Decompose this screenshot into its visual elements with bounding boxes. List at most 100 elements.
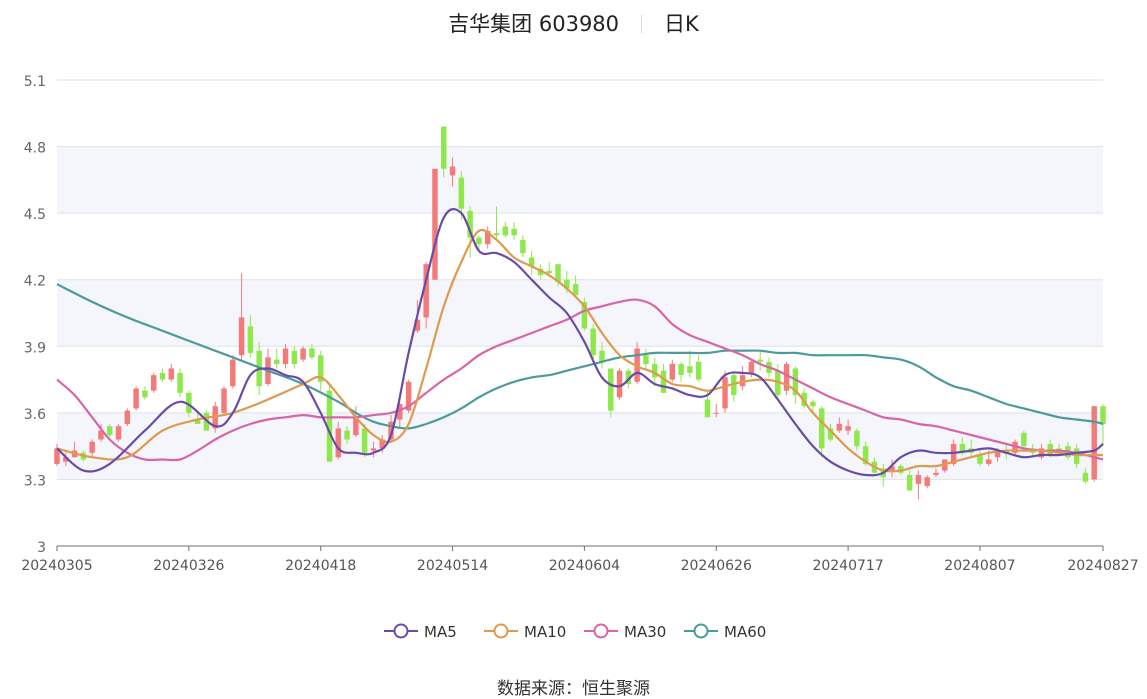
- candle-body: [274, 359, 280, 365]
- candle-body: [546, 270, 552, 274]
- legend-item-ma60[interactable]: MA60: [684, 623, 766, 641]
- stock-name-code: 吉华集团 603980: [448, 12, 620, 36]
- candle-body: [616, 370, 623, 398]
- y-tick-label: 3.3: [24, 473, 46, 489]
- legend-item-ma5[interactable]: MA5: [384, 623, 457, 641]
- candle-body: [397, 403, 403, 420]
- candle-body: [1047, 443, 1053, 456]
- chart-title: 吉华集团 603980 日K: [0, 8, 1147, 38]
- candle-body: [142, 390, 148, 398]
- grid-band: [57, 412, 1103, 480]
- candle-body: [977, 455, 983, 464]
- candle-body: [168, 368, 174, 380]
- candle-body: [1100, 406, 1106, 424]
- candle-body: [599, 350, 605, 362]
- candle-body: [1082, 472, 1089, 482]
- candle-body: [441, 126, 447, 169]
- candle-body: [282, 348, 289, 365]
- y-axis: 3 3.3 3.6 3.9 4.2 4.5 4.8 5.1: [24, 74, 46, 556]
- candle-body: [678, 364, 684, 376]
- x-tick-label: 20240717: [812, 558, 883, 574]
- candle-body: [555, 264, 561, 282]
- candle-body: [1091, 406, 1097, 480]
- candle-body: [317, 355, 324, 382]
- candle-body: [300, 348, 306, 360]
- candle-body: [326, 390, 333, 462]
- candle-body: [722, 377, 728, 409]
- candle-body: [564, 279, 570, 289]
- y-tick-label: 4.2: [24, 274, 46, 290]
- legend-item-ma30[interactable]: MA30: [584, 623, 666, 641]
- candle-body: [1021, 432, 1027, 447]
- x-tick-label: 20240827: [1067, 558, 1138, 574]
- ma-line-ma30: [56, 298, 1104, 462]
- candle-body: [361, 428, 368, 453]
- x-tick-label: 20240514: [417, 558, 488, 574]
- candle-body: [1038, 448, 1045, 458]
- candle-body: [651, 364, 658, 378]
- candle-body: [625, 370, 632, 385]
- candle-body: [309, 348, 315, 358]
- moving-averages: [56, 208, 1104, 477]
- candle-body: [344, 430, 350, 440]
- candle-body: [581, 301, 588, 329]
- candle-body: [959, 443, 966, 453]
- x-tick-label: 20240807: [944, 558, 1015, 574]
- x-tick-label: 20240626: [681, 558, 752, 574]
- candle-body: [230, 359, 236, 387]
- candle-body: [177, 372, 183, 393]
- legend-marker: [693, 623, 709, 639]
- candle-body: [458, 177, 465, 209]
- candle-body: [388, 421, 394, 440]
- y-tick-label: 3.6: [24, 407, 46, 423]
- candle-body: [502, 226, 509, 236]
- x-axis: 20240305 20240326 20240418 20240514 20240604…: [21, 545, 1139, 574]
- candle-body: [731, 375, 737, 396]
- legend-marker: [493, 623, 509, 639]
- legend-label: MA60: [724, 623, 766, 641]
- candle-body: [1073, 448, 1080, 464]
- candle-body: [449, 166, 456, 176]
- candle-body: [994, 450, 1001, 458]
- candle-body: [783, 364, 790, 391]
- candle-body: [89, 441, 95, 453]
- candle-body: [986, 459, 992, 464]
- x-tick-label: 20240305: [21, 558, 92, 574]
- period-label[interactable]: 日K: [664, 12, 699, 36]
- legend-label: MA5: [424, 623, 457, 641]
- candle-body: [924, 477, 930, 487]
- candle-body: [159, 372, 166, 380]
- legend-item-ma10[interactable]: MA10: [484, 623, 566, 641]
- grid-band: [57, 146, 1103, 214]
- candle-body: [854, 430, 860, 447]
- candle-body: [713, 412, 719, 414]
- candle-body: [353, 417, 359, 436]
- candle-body: [423, 264, 429, 318]
- candle-body: [687, 366, 693, 373]
- candle-body: [98, 430, 104, 440]
- candle-body: [186, 392, 192, 413]
- candle-body: [291, 350, 298, 365]
- candle-body: [827, 428, 834, 440]
- candle-body: [476, 237, 482, 245]
- candle-body: [818, 408, 825, 449]
- x-tick-label: 20240604: [549, 558, 620, 574]
- candle-body: [660, 370, 667, 393]
- candle-body: [590, 328, 596, 356]
- candle-body: [511, 228, 517, 236]
- candle-body: [484, 230, 491, 245]
- candle-body: [748, 361, 755, 373]
- candle-body: [792, 368, 799, 396]
- candle-body: [669, 364, 676, 380]
- candle-body: [194, 419, 201, 424]
- title-separator: [641, 15, 643, 33]
- candle-body: [63, 457, 69, 462]
- candle-body: [150, 375, 157, 391]
- candle-body: [537, 268, 544, 276]
- candle-body: [950, 443, 957, 464]
- legend: MA5 MA10 MA30 MA60: [384, 623, 766, 641]
- candle-body: [335, 428, 342, 458]
- x-tick-label: 20240326: [153, 558, 224, 574]
